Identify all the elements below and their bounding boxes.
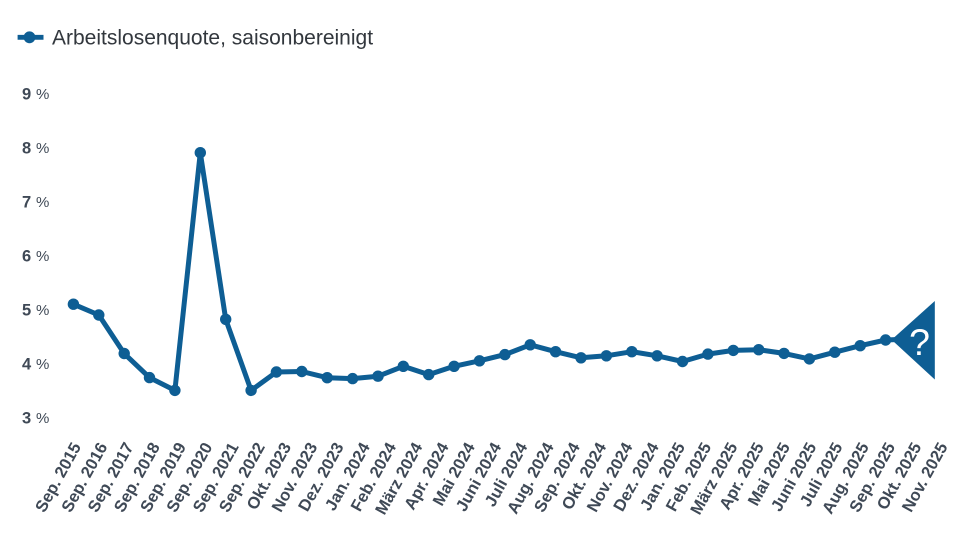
svg-text:9: 9 [22, 86, 31, 104]
svg-text:6: 6 [22, 248, 31, 266]
svg-text:%: % [36, 140, 49, 157]
svg-text:3: 3 [22, 410, 31, 428]
svg-text:4: 4 [22, 356, 32, 374]
svg-text:%: % [36, 302, 49, 319]
svg-text:%: % [36, 194, 49, 211]
svg-text:7: 7 [22, 194, 31, 212]
svg-text:%: % [36, 356, 49, 373]
svg-text:Arbeitslosenquote, saisonberei: Arbeitslosenquote, saisonbereinigt [52, 26, 373, 49]
svg-text:%: % [36, 86, 49, 103]
svg-text:%: % [36, 410, 49, 427]
svg-text:%: % [36, 248, 49, 265]
svg-text:5: 5 [22, 302, 31, 320]
svg-text:8: 8 [22, 140, 31, 158]
svg-text:?: ? [909, 321, 930, 363]
